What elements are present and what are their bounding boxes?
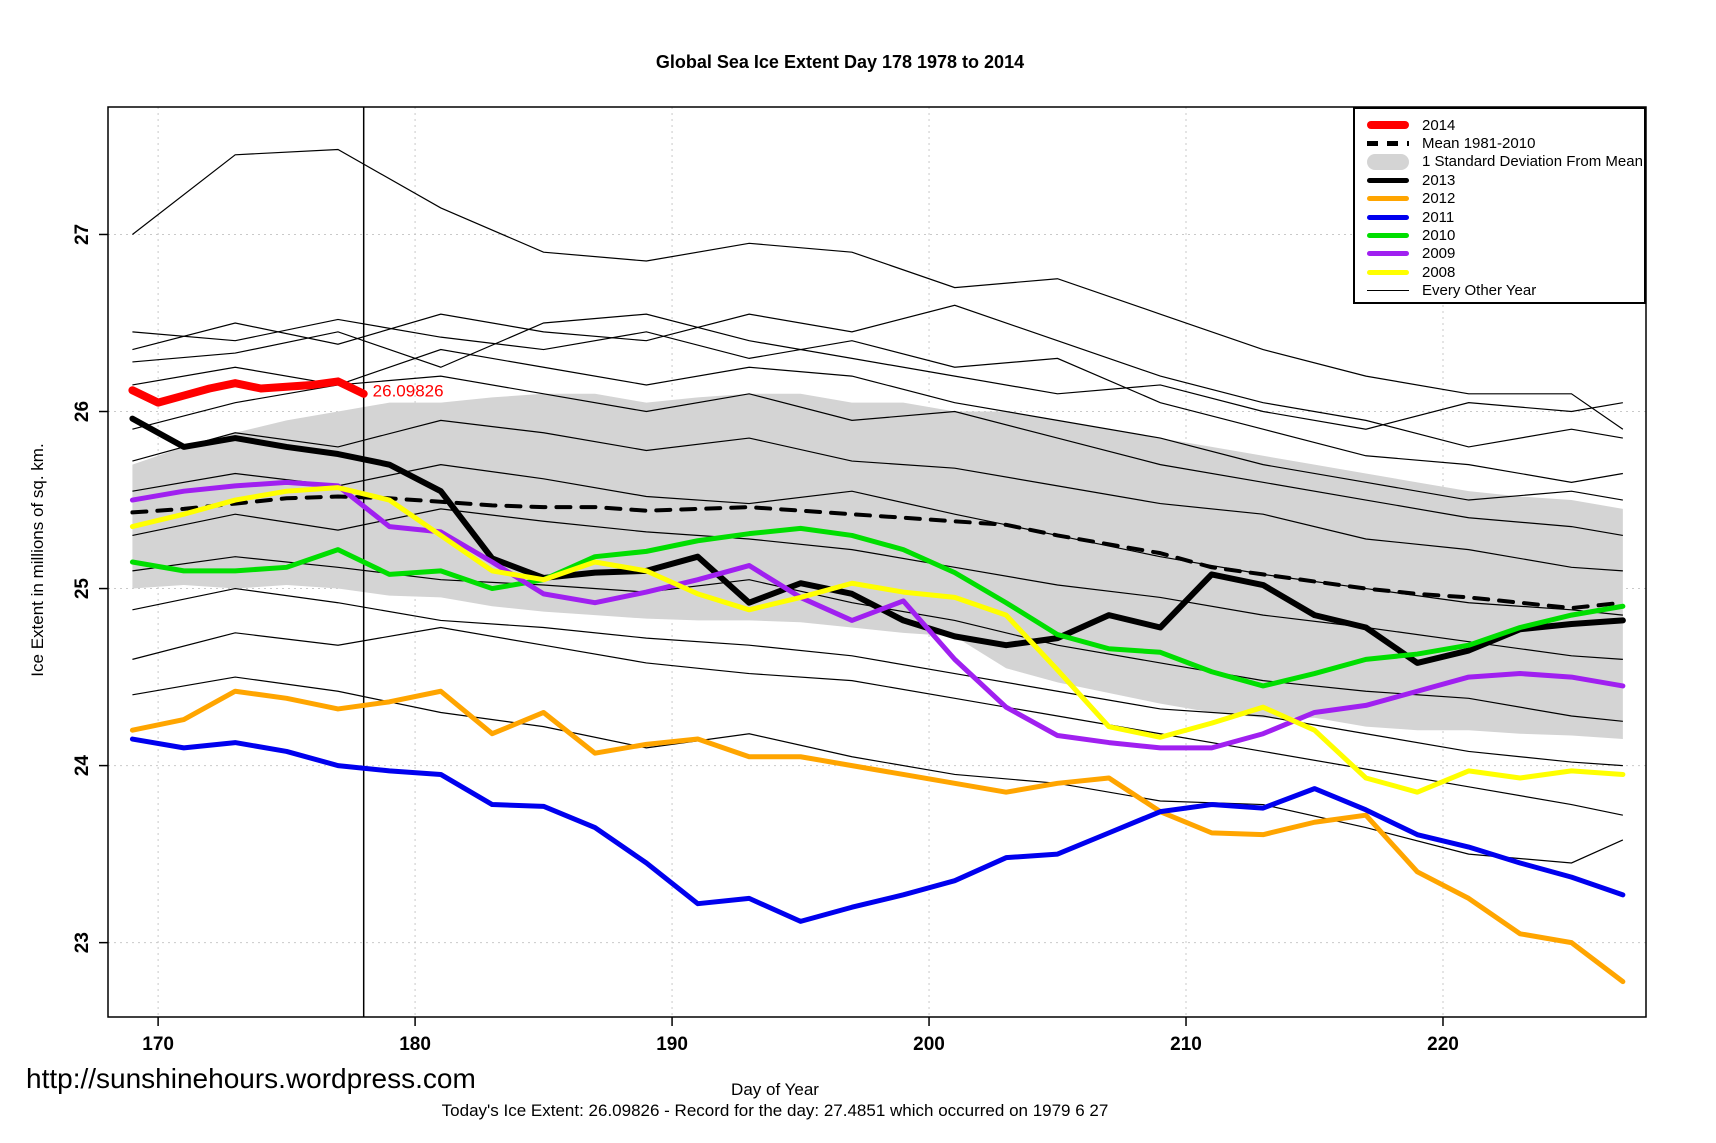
legend-line-sample: [1367, 290, 1409, 292]
legend-item-2013: 2013: [1355, 171, 1644, 189]
series-line-2009: [129, 479, 1626, 751]
legend-item-label: 2009: [1422, 245, 1456, 263]
legend-line-sample: [1367, 196, 1409, 202]
every-other-year-line: [132, 348, 1623, 501]
chart-legend: 2014 Mean 1981-2010 1 Standard Deviation F…: [1353, 107, 1646, 304]
x-axis-tick-label: 220: [1427, 1034, 1459, 1055]
footer-status-text: Today's Ice Extent: 26.09826 - Record fo…: [441, 1101, 1109, 1120]
x-axis-label: Day of Year: [731, 1080, 819, 1099]
x-axis-tick-label: 180: [399, 1034, 431, 1055]
legend-item-2008: 2008: [1355, 263, 1644, 281]
y-axis-tick-label: 27: [72, 224, 93, 245]
legend-item-label: Mean 1981-2010: [1422, 135, 1536, 153]
series-line-2011: [129, 736, 1626, 924]
plot-border: [107, 106, 1647, 1018]
legend-item-every-other-year: Every Other Year: [1355, 282, 1644, 300]
y-axis-tick-label: 25: [72, 578, 93, 600]
every-other-year-line: [132, 304, 1623, 448]
legend-line-sample: [1367, 269, 1409, 275]
every-other-year-line: [132, 464, 1623, 616]
series-line-2008: [129, 485, 1626, 795]
legend-line-sample: [1367, 177, 1409, 183]
std-deviation-band: [132, 393, 1623, 740]
legend-item-label: 2011: [1422, 208, 1455, 226]
y-axis-label: Ice Extent in millions of sq. km.: [28, 443, 47, 677]
x-axis-tick-label: 190: [656, 1034, 688, 1055]
legend-item-label: 2010: [1422, 227, 1456, 245]
series-line-2014: [128, 377, 368, 407]
x-axis-tick-label: 170: [142, 1034, 174, 1055]
y-axis-tick-label: 24: [72, 755, 93, 777]
legend-item-mean-1981-2010: Mean 1981-2010: [1355, 134, 1644, 152]
x-axis-tick-label: 200: [913, 1034, 945, 1055]
legend-item-2014: 2014: [1355, 116, 1644, 134]
every-other-year-line: [132, 148, 1624, 430]
legend-item-label: 2013: [1422, 171, 1456, 189]
legend-item-2011: 2011: [1355, 208, 1644, 226]
legend-item-label: 2012: [1422, 190, 1456, 208]
every-other-year-line: [132, 508, 1623, 660]
legend-line-sample: [1367, 141, 1409, 147]
every-other-year-line: [132, 419, 1623, 572]
legend-line-sample: [1367, 214, 1409, 220]
legend-item-1-standard-deviation-from-mean: 1 Standard Deviation From Mean: [1355, 153, 1644, 171]
legend-line-sample: [1367, 233, 1409, 239]
legend-item-label: 2014: [1422, 116, 1456, 134]
y-axis-tick-label: 26: [72, 401, 93, 422]
chart-title: Global Sea Ice Extent Day 178 1978 to 20…: [655, 52, 1025, 72]
series-line-2013: [129, 415, 1626, 666]
every-other-year-line: [132, 318, 1623, 483]
legend-item-label: Every Other Year: [1422, 282, 1537, 300]
legend-line-sample: [1367, 121, 1409, 130]
legend-item-2009: 2009: [1355, 245, 1644, 263]
y-axis-tick-label: 23: [72, 932, 93, 953]
x-axis-tick-label: 210: [1170, 1034, 1202, 1055]
legend-line-sample: [1367, 251, 1409, 257]
legend-item-label: 1 Standard Deviation From Mean: [1422, 153, 1643, 171]
legend-item-2012: 2012: [1355, 190, 1644, 208]
series-line-2010: [129, 525, 1626, 689]
current-value-annotation: 26.09826: [373, 381, 444, 400]
legend-line-sample: [1367, 153, 1409, 170]
series-line-2012: [129, 688, 1626, 985]
legend-item-label: 2008: [1422, 263, 1456, 281]
site-url-text: http://sunshinehours.wordpress.com: [26, 1063, 476, 1094]
legend-item-2010: 2010: [1355, 226, 1644, 244]
every-other-year-line: [132, 587, 1623, 767]
every-other-year-line: [132, 375, 1623, 537]
every-other-year-line: [132, 313, 1623, 430]
every-other-year-line: [132, 626, 1623, 816]
